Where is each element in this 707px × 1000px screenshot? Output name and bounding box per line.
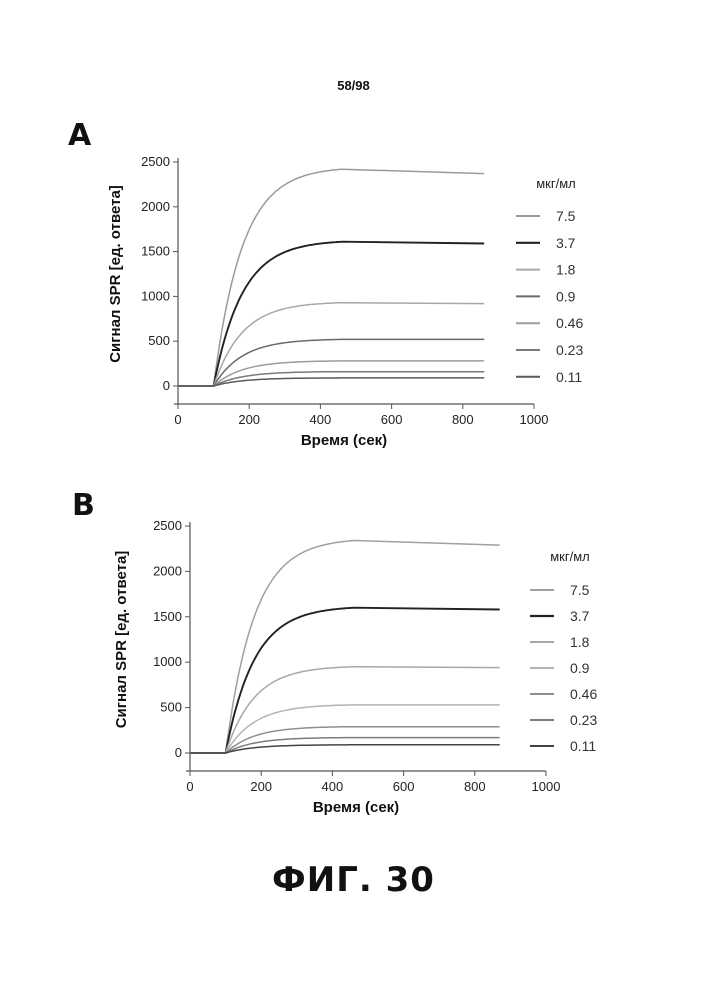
y-tick-label: 1000: [141, 288, 170, 303]
legend-label: 0.23: [570, 712, 597, 728]
legend-label: 1.8: [556, 262, 576, 278]
figure-caption: ФИГ. 30: [0, 860, 707, 900]
series-line-7-5: [178, 169, 484, 386]
legend-label: 0.9: [556, 288, 576, 304]
x-tick-label: 0: [186, 779, 193, 794]
series-line-3-7: [190, 608, 500, 753]
y-tick-label: 2000: [153, 563, 182, 578]
chart-panel-a: 0 500 1000 1500 2000 2500 0 200 400 600 800 1000 Вре…: [107, 154, 583, 449]
y-tick-label: 1000: [153, 654, 182, 669]
x-tick-label: 200: [238, 412, 260, 427]
x-tick-label: 400: [310, 412, 332, 427]
series-line-0-11: [190, 745, 500, 753]
x-tick-label: 600: [381, 412, 403, 427]
y-axis-label: Сигнал SPR [ед. ответа]: [113, 551, 130, 729]
x-tick-label: 600: [393, 779, 415, 794]
y-tick-label: 2500: [141, 154, 170, 169]
spr-charts: 0500100015002000250002004006008001000Вре…: [0, 0, 707, 1000]
y-tick-label: 0: [175, 745, 182, 760]
x-axis-label: Время (сек): [313, 799, 399, 816]
y-axis-label: Сигнал SPR [ед. ответа]: [107, 185, 124, 363]
legend-label: 0.23: [556, 342, 583, 358]
legend-label: 0.9: [570, 660, 590, 676]
y-tick-label: 0: [163, 378, 170, 393]
x-tick-label: 1000: [520, 412, 549, 427]
y-tick-label: 500: [148, 333, 170, 348]
legend-label: 0.46: [570, 686, 597, 702]
x-axis-label: Время (сек): [301, 432, 387, 449]
legend-label: 1.8: [570, 634, 590, 650]
legend-label: 7.5: [570, 582, 590, 598]
legend-title: мкг/мл: [536, 176, 576, 191]
series-line-0-46: [190, 727, 500, 753]
series-line-7-5: [190, 541, 500, 754]
legend-label: 0.11: [570, 738, 596, 754]
y-tick-label: 500: [160, 700, 182, 715]
legend-label: 3.7: [556, 235, 576, 251]
y-tick-label: 1500: [141, 244, 170, 259]
legend-title: мкг/мл: [550, 549, 590, 564]
legend-label: 0.11: [556, 369, 582, 385]
x-tick-label: 400: [322, 779, 344, 794]
x-tick-label: 200: [250, 779, 272, 794]
x-tick-label: 800: [464, 779, 486, 794]
series-line-3-7: [178, 242, 484, 386]
y-tick-label: 1500: [153, 609, 182, 624]
x-tick-label: 0: [174, 412, 181, 427]
y-tick-label: 2000: [141, 199, 170, 214]
legend-label: 7.5: [556, 208, 576, 224]
y-tick-label: 2500: [153, 518, 182, 533]
legend-label: 0.46: [556, 315, 583, 331]
x-tick-label: 1000: [532, 779, 561, 794]
legend-label: 3.7: [570, 608, 590, 624]
x-tick-label: 800: [452, 412, 474, 427]
chart-panel-b: 0 500 1000 1500 2000 2500 0 200 400 600 800 1000 Вре…: [113, 518, 597, 816]
series-line-0-9: [190, 705, 500, 753]
